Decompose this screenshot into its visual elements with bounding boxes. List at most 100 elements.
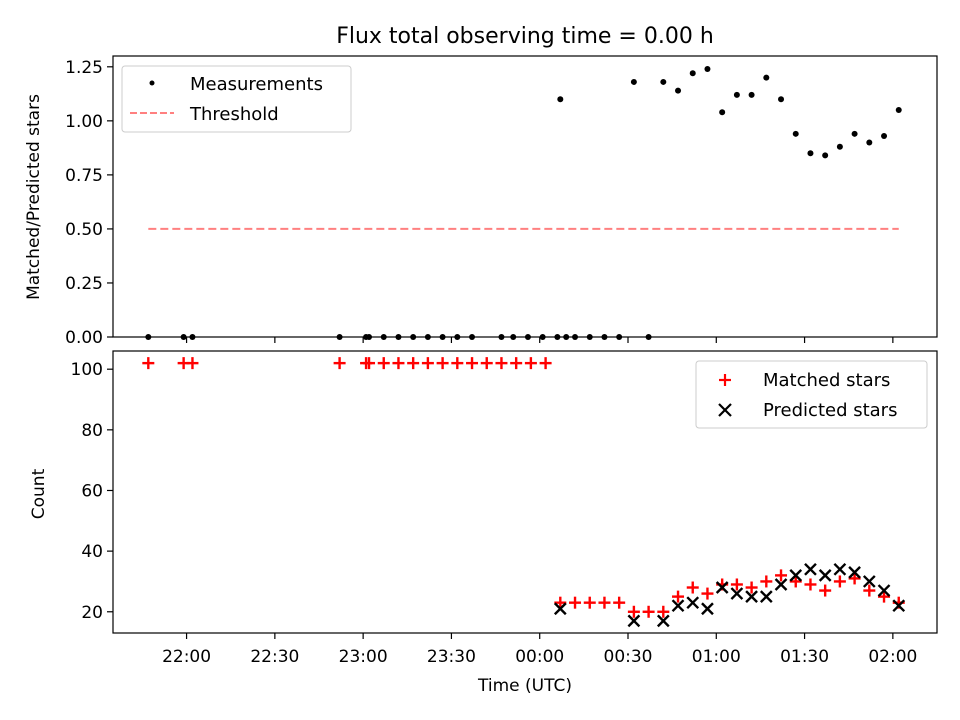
bottom-y-tick-label: 60 bbox=[81, 481, 103, 501]
top-panel: 0.00 0.25 0.50 0.75 1.00 1.25 Matched/Predict… bbox=[24, 55, 938, 348]
bottom-x-ticks: 22:00 22:30 23:00 23:30 00:00 00:30 01:00 01:30… bbox=[162, 633, 917, 667]
top-y-tick-label: 0.75 bbox=[65, 166, 103, 186]
bottom-y-axis-label: Count bbox=[29, 468, 49, 519]
x-tick-label: 23:30 bbox=[427, 647, 476, 667]
bottom-y-tick-label: 20 bbox=[81, 603, 103, 623]
matched-star-point bbox=[333, 357, 346, 370]
top-axes-frame bbox=[112, 55, 938, 338]
predicted-star-point bbox=[553, 602, 567, 616]
matched-star-point bbox=[421, 357, 434, 370]
matched-star-point bbox=[878, 590, 891, 603]
predicted-star-point bbox=[671, 599, 685, 613]
measurement-point bbox=[557, 96, 564, 103]
predicted-star-point bbox=[818, 569, 832, 582]
predicted-star-point bbox=[686, 596, 700, 610]
measurement-point bbox=[778, 96, 785, 103]
measurement-point bbox=[836, 143, 843, 150]
measurement-point bbox=[851, 130, 858, 137]
matched-star-point bbox=[745, 581, 758, 594]
legend-predicted-marker bbox=[718, 403, 732, 417]
measurement-point bbox=[719, 109, 726, 116]
bottom-legend: Matched stars Predicted stars bbox=[695, 360, 928, 429]
legend-predicted-label: Predicted stars bbox=[763, 400, 897, 421]
bottom-y-ticks: 20 40 60 80 100 bbox=[71, 360, 113, 623]
matched-star-point bbox=[495, 357, 508, 370]
top-y-ticks: 0.00 0.25 0.50 0.75 1.00 1.25 bbox=[65, 58, 113, 348]
top-y-tick-label: 1.25 bbox=[65, 58, 103, 78]
matched-star-point bbox=[833, 575, 846, 588]
bottom-y-tick-label: 100 bbox=[71, 360, 103, 380]
legend-threshold-label: Threshold bbox=[189, 104, 279, 125]
matched-star-point bbox=[686, 581, 699, 594]
measurement-point bbox=[733, 91, 740, 98]
x-tick-label: 01:00 bbox=[692, 647, 741, 667]
matched-star-point bbox=[539, 357, 552, 370]
measurement-point bbox=[630, 78, 637, 85]
x-tick-label: 23:00 bbox=[339, 647, 388, 667]
matched-star-point bbox=[524, 357, 537, 370]
x-tick-label: 22:30 bbox=[250, 647, 299, 667]
matched-star-point bbox=[377, 357, 390, 370]
matched-star-point bbox=[451, 357, 464, 370]
matched-star-point bbox=[627, 605, 640, 618]
matched-star-point bbox=[583, 596, 596, 609]
legend-measurements-label: Measurements bbox=[190, 74, 323, 95]
top-x-ticks bbox=[185, 337, 894, 343]
figure-title: Flux total observing time = 0.00 h bbox=[336, 24, 714, 49]
measurement-point bbox=[660, 78, 667, 85]
matched-star-point bbox=[804, 578, 817, 591]
measurement-point bbox=[689, 70, 696, 77]
predicted-star-point bbox=[804, 562, 817, 576]
measurement-point bbox=[748, 91, 755, 98]
bottom-panel: 20 40 60 80 100 22:00 22:30 23:00 23:30 00:00 00:… bbox=[29, 350, 938, 696]
x-tick-label: 02:00 bbox=[868, 647, 917, 667]
predicted-star-point bbox=[656, 614, 670, 628]
matched-star-point bbox=[436, 357, 449, 370]
matched-star-point bbox=[363, 357, 376, 370]
predicted-star-point bbox=[745, 590, 758, 603]
measurement-point bbox=[866, 139, 873, 146]
measurement-point bbox=[675, 87, 682, 94]
x-axis-label: Time (UTC) bbox=[477, 676, 572, 696]
matched-star-point bbox=[760, 575, 773, 588]
matched-star-point bbox=[730, 578, 743, 591]
bottom-axes-frame bbox=[112, 350, 938, 634]
matched-star-point bbox=[642, 605, 655, 618]
matched-star-point bbox=[466, 357, 479, 370]
measurement-point bbox=[792, 130, 799, 137]
legend-matched-label: Matched stars bbox=[763, 370, 890, 391]
matched-star-point bbox=[848, 572, 861, 585]
x-tick-label: 00:00 bbox=[515, 647, 564, 667]
matched-star-point bbox=[510, 357, 523, 370]
measurement-point bbox=[895, 107, 902, 114]
measurement-point bbox=[881, 132, 888, 139]
legend-measurements-marker bbox=[149, 80, 155, 86]
predicted-star-point bbox=[789, 569, 803, 582]
bottom-y-tick-label: 80 bbox=[81, 421, 103, 441]
top-y-tick-label: 0.50 bbox=[65, 220, 103, 240]
predicted-star-point bbox=[877, 584, 891, 597]
matched-star-point bbox=[789, 575, 802, 588]
matched-star-point bbox=[598, 596, 611, 609]
matched-star-point bbox=[613, 596, 626, 609]
measurement-point bbox=[807, 150, 814, 157]
matched-star-point bbox=[863, 584, 876, 597]
matched-star-point bbox=[142, 357, 155, 370]
predicted-star-point bbox=[862, 575, 876, 588]
matched-star-point bbox=[672, 590, 685, 603]
matched-star-point bbox=[554, 596, 567, 609]
top-legend-box bbox=[121, 65, 352, 133]
x-tick-label: 01:30 bbox=[780, 647, 829, 667]
predicted-star-point bbox=[774, 578, 788, 591]
predicted-star-point bbox=[730, 587, 744, 600]
predicted-star-point bbox=[848, 566, 861, 579]
predicted-star-point bbox=[892, 599, 906, 613]
predicted-star-point bbox=[833, 562, 847, 576]
matched-star-point bbox=[186, 357, 199, 370]
predicted-star-point bbox=[627, 614, 641, 628]
top-y-tick-label: 0.00 bbox=[65, 328, 103, 348]
top-legend: Measurements Threshold bbox=[121, 65, 352, 133]
matched-star-point bbox=[407, 357, 420, 370]
matched-star-point bbox=[701, 587, 714, 600]
